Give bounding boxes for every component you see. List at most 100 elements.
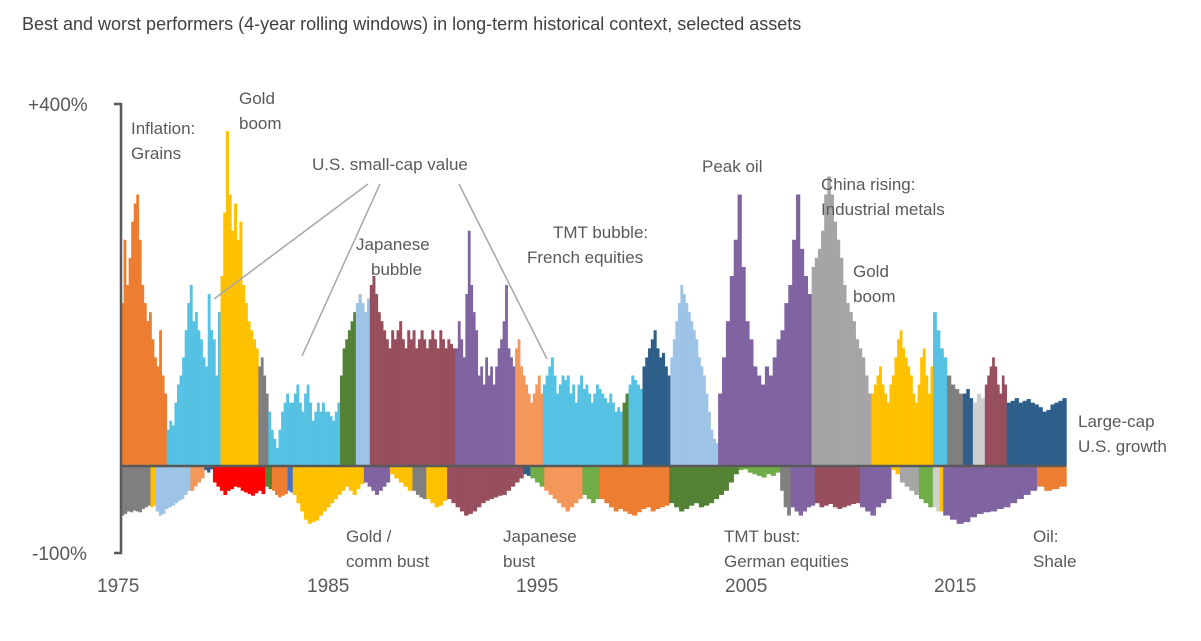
worst-bar-japan xyxy=(481,466,486,504)
worst-bar-grains xyxy=(604,466,610,504)
worst-bar-oil xyxy=(1010,466,1018,504)
worst-bar-light-blue xyxy=(165,466,169,509)
best-bar-navy xyxy=(653,330,657,466)
best-bar-us-smallcap-value xyxy=(582,389,586,466)
worst-bar-green xyxy=(723,466,729,491)
worst-bar-oil xyxy=(983,466,991,513)
worst-bar-light-orange xyxy=(197,466,202,483)
best-bar-japan xyxy=(425,348,429,466)
best-bar-grains xyxy=(141,285,145,466)
best-bar-navy xyxy=(659,357,663,466)
best-bar-us-smallcap-value xyxy=(590,402,594,466)
best-bar-japan xyxy=(450,343,453,466)
best-bar-grains xyxy=(121,303,124,466)
worst-bar-japan xyxy=(814,466,820,504)
best-bar-japan xyxy=(401,339,405,466)
best-bar-us-smallcap-value xyxy=(217,312,221,466)
worst-bar-green xyxy=(669,466,675,504)
best-bar-light-blue xyxy=(355,303,359,466)
worst-bar-gold xyxy=(939,466,944,512)
worst-bar-japan xyxy=(485,466,490,501)
best-bar-green xyxy=(342,348,346,466)
best-bar-us-smallcap-value xyxy=(545,375,549,466)
leader-line xyxy=(458,183,548,360)
best-bar-navy xyxy=(1050,404,1055,466)
best-performer-bars xyxy=(121,131,1067,467)
worst-bar-japan xyxy=(855,466,861,504)
best-bar-us-smallcap-value xyxy=(270,429,274,466)
worst-bar-gold xyxy=(442,466,448,501)
worst-bar-navy xyxy=(204,466,208,471)
best-bar-japan xyxy=(431,330,435,466)
best-bar-industrial-metals xyxy=(821,230,825,466)
best-bar-oil xyxy=(475,330,479,466)
best-bar-industrial-metals xyxy=(846,303,850,466)
x-tick-label: 2015 xyxy=(934,576,976,597)
best-bar-gold xyxy=(236,239,240,466)
best-bar-gold xyxy=(234,203,238,467)
worst-bar-light-blue xyxy=(171,466,175,506)
best-bar-oil xyxy=(470,285,474,466)
worst-bar-light-green xyxy=(775,466,781,473)
worst-bar-oil xyxy=(1003,466,1011,508)
best-bar-us-smallcap-value xyxy=(268,411,272,466)
worst-bar-oil xyxy=(1016,466,1024,500)
best-bar-us-smallcap-value xyxy=(609,393,613,466)
best-bar-japan xyxy=(999,393,1003,466)
worst-bar-japan xyxy=(451,466,456,504)
best-bar-us-smallcap-value xyxy=(631,375,635,466)
best-bar-light-orange xyxy=(537,375,541,466)
best-bar-light-orange xyxy=(532,393,536,466)
worst-bar-oil xyxy=(367,466,372,487)
best-bar-japan xyxy=(369,285,373,466)
best-bar-navy xyxy=(661,352,666,467)
worst-bar-gold xyxy=(330,466,335,504)
best-bar-us-smallcap-value xyxy=(548,366,552,466)
best-bar-oil xyxy=(492,384,496,466)
best-bar-green xyxy=(347,330,351,466)
worst-bar-gold xyxy=(315,466,320,521)
worst-bar-grains xyxy=(1044,466,1052,491)
best-bar-light-blue xyxy=(685,303,689,466)
best-bar-gold xyxy=(894,357,898,466)
worst-bar-light-blue xyxy=(162,466,166,514)
best-bar-oil xyxy=(457,321,461,466)
best-bar-us-smallcap-value xyxy=(628,384,632,466)
worst-bar-oil xyxy=(970,466,977,518)
y-tick-label-bottom: -100% xyxy=(32,544,87,565)
worst-bar-oil xyxy=(798,466,804,516)
best-bar-grains xyxy=(133,203,137,467)
best-bar-navy xyxy=(969,398,974,467)
best-bar-oil xyxy=(465,294,469,466)
best-bar-oil xyxy=(733,239,738,466)
best-bar-grains xyxy=(131,221,135,466)
best-bar-japan xyxy=(994,366,998,466)
worst-bar-light-blue xyxy=(187,466,191,491)
best-bar-japan xyxy=(420,330,424,466)
best-bar-japan xyxy=(388,348,392,466)
worst-bar-gold xyxy=(430,466,435,504)
best-bar-japan xyxy=(377,312,381,466)
worst-bar-japan xyxy=(510,466,516,487)
best-bar-navy xyxy=(1058,400,1063,466)
worst-bar-light-green xyxy=(766,466,772,475)
best-bar-light-blue xyxy=(705,393,709,466)
annotation-china-rising: China rising: Industrial metals xyxy=(821,175,945,219)
worst-bar-grains xyxy=(659,466,665,508)
best-bar-japan xyxy=(409,339,413,466)
best-bar-light-blue xyxy=(680,285,684,466)
best-bar-us-smallcap-value xyxy=(293,393,297,466)
best-bar-light-blue xyxy=(710,429,714,466)
best-bar-navy xyxy=(667,375,671,466)
best-bar-silver xyxy=(265,393,269,466)
best-bar-us-smallcap-value xyxy=(179,375,183,466)
worst-bar-light-green xyxy=(595,466,601,500)
best-bar-navy xyxy=(962,393,967,466)
worst-bar-light-orange xyxy=(556,466,562,504)
best-bar-gold xyxy=(247,321,251,466)
best-bar-us-smallcap-value xyxy=(558,384,562,466)
best-bar-navy xyxy=(1030,402,1035,466)
worst-bar-oil xyxy=(976,466,984,514)
worst-bar-grains xyxy=(641,466,647,509)
worst-bar-navy xyxy=(207,466,211,473)
